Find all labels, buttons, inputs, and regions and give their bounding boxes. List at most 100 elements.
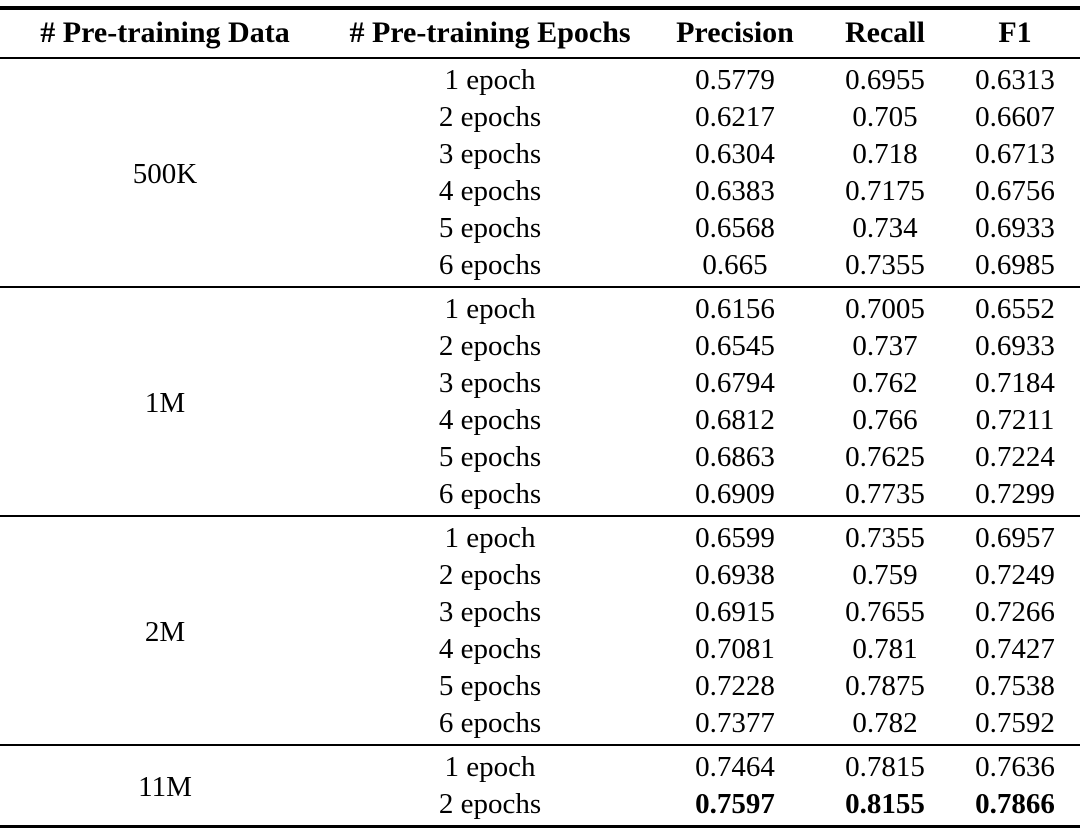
f1-value-cell: 0.6313 [975,64,1055,96]
f1-value-cell: 0.7266 [975,596,1055,628]
precision-value-cell: 0.7377 [695,707,775,739]
f1-value-cell: 0.7184 [975,367,1055,399]
f1-value-cell: 0.6552 [950,286,1080,328]
precision-value-cell: 0.6599 [650,515,820,557]
table-row: 2 epochs 0.6938 0.759 0.7249 [0,557,1080,594]
pretraining-epochs-cell: 3 epochs [438,367,542,399]
table-row: 6 epochs 0.665 0.7355 0.6985 [0,247,1080,288]
recall-value-cell: 0.734 [852,212,918,244]
recall-value-cell: 0.7735 [845,478,925,510]
recall-value-cell: 0.7005 [820,286,950,328]
table-row: 5 epochs 0.7228 0.7875 0.7538 [0,668,1080,705]
recall-value-cell: 0.7355 [820,515,950,557]
precision-value-cell: 0.5779 [695,64,775,96]
table-row: 4 epochs 0.6812 0.766 0.7211 [0,402,1080,439]
table-row: 2 epochs 0.6217 0.705 0.6607 [0,99,1080,136]
f1-value-cell: 0.7224 [975,441,1055,473]
pretraining-epochs-cell: 1 epoch [444,64,536,96]
table-row: 1M 1 epoch 0.6156 0.7005 0.6552 [0,286,1080,516]
header-row: # Pre-training Data # Pre-training Epoch… [0,8,1080,59]
recall-value-cell: 0.7625 [845,441,925,473]
table-row: 3 epochs 0.6304 0.718 0.6713 [0,136,1080,173]
pretraining-epochs-cell: 5 epochs [438,441,542,473]
pretraining-epochs-cell: 6 epochs [438,707,542,739]
recall-value-cell: 0.759 [852,559,918,591]
pretraining-epochs-cell: 6 epochs [438,478,542,510]
precision-value-cell: 0.7464 [650,744,820,786]
precision-value-cell: 0.7228 [695,670,775,702]
recall-value-cell: 0.781 [852,633,918,665]
recall-value-cell: 0.7875 [845,670,925,702]
recall-value-cell: 0.7655 [845,596,925,628]
precision-value-cell: 0.6568 [695,212,775,244]
pretraining-epochs-cell: 4 epochs [438,633,542,665]
precision-value-cell: 0.7597 [695,788,775,820]
f1-value-cell: 0.6607 [975,101,1055,133]
recall-value-cell: 0.762 [852,367,918,399]
table-row: 2 epochs 0.7597 0.8155 0.7866 [0,786,1080,827]
recall-value-cell: 0.718 [852,138,918,170]
table-row: 5 epochs 0.6863 0.7625 0.7224 [0,439,1080,476]
column-header-precision: Precision [650,8,820,59]
pretraining-epochs-cell: 3 epochs [438,138,542,170]
recall-value-cell: 0.737 [852,330,918,362]
pretraining-epochs-cell: 1 epoch [330,286,650,328]
column-header-pretraining-epochs: # Pre-training Epochs [330,8,650,59]
table-row: 5 epochs 0.6568 0.734 0.6933 [0,210,1080,247]
f1-value-cell: 0.6933 [975,330,1055,362]
f1-value-cell: 0.6957 [950,515,1080,557]
pretraining-epochs-cell: 6 epochs [438,249,542,281]
recall-value-cell: 0.8155 [845,788,925,820]
precision-value-cell: 0.6383 [695,175,775,207]
table-row: 4 epochs 0.7081 0.781 0.7427 [0,631,1080,668]
pretraining-epochs-cell: 1 epoch [330,515,650,557]
column-header-f1: F1 [950,8,1080,59]
table-row: 11M 1 epoch 0.7464 0.7815 0.7636 [0,744,1080,827]
pretraining-data-size-cell: 500K [132,157,198,190]
column-header-pretraining-data: # Pre-training Data [0,8,330,59]
column-header-recall: Recall [820,8,950,59]
pretraining-epochs-cell: 4 epochs [438,175,542,207]
recall-value-cell: 0.7815 [820,744,950,786]
table-row: 6 epochs 0.7377 0.782 0.7592 [0,705,1080,746]
pretraining-epochs-cell: 3 epochs [438,596,542,628]
pretraining-data-size-cell: 1M [0,286,330,516]
precision-value-cell: 0.6909 [695,478,775,510]
f1-value-cell: 0.7866 [975,788,1055,820]
pretraining-data-size-cell: 11M [0,744,330,827]
f1-value-cell: 0.7538 [975,670,1055,702]
table-row: 6 epochs 0.6909 0.7735 0.7299 [0,476,1080,517]
precision-value-cell: 0.6938 [695,559,775,591]
recall-value-cell: 0.7175 [845,175,925,207]
f1-value-cell: 0.6713 [975,138,1055,170]
recall-value-cell: 0.705 [852,101,918,133]
table-row: 3 epochs 0.6915 0.7655 0.7266 [0,594,1080,631]
precision-value-cell: 0.7081 [695,633,775,665]
f1-value-cell: 0.7427 [975,633,1055,665]
precision-value-cell: 0.665 [702,249,768,281]
f1-value-cell: 0.6985 [975,249,1055,281]
recall-value-cell: 0.7355 [845,249,925,281]
pretraining-epochs-cell: 2 epochs [438,330,542,362]
precision-value-cell: 0.6156 [650,286,820,328]
precision-value-cell: 0.6217 [695,101,775,133]
f1-value-cell: 0.6933 [975,212,1055,244]
pretraining-epochs-cell: 2 epochs [438,559,542,591]
pretraining-epochs-cell: 2 epochs [438,788,542,820]
table-row: 2M 1 epoch 0.6599 0.7355 0.6957 [0,515,1080,745]
f1-value-cell: 0.7299 [975,478,1055,510]
f1-value-cell: 0.7211 [975,404,1055,436]
pretraining-epochs-cell: 5 epochs [438,212,542,244]
precision-value-cell: 0.6545 [695,330,775,362]
table-row: 3 epochs 0.6794 0.762 0.7184 [0,365,1080,402]
f1-value-cell: 0.7592 [975,707,1055,739]
f1-value-cell: 0.7249 [975,559,1055,591]
precision-value-cell: 0.6915 [695,596,775,628]
recall-value-cell: 0.766 [852,404,918,436]
precision-value-cell: 0.6304 [695,138,775,170]
table-row: 4 epochs 0.6383 0.7175 0.6756 [0,173,1080,210]
pretraining-epochs-cell: 5 epochs [438,670,542,702]
recall-value-cell: 0.782 [852,707,918,739]
pretraining-epochs-cell: 4 epochs [438,404,542,436]
